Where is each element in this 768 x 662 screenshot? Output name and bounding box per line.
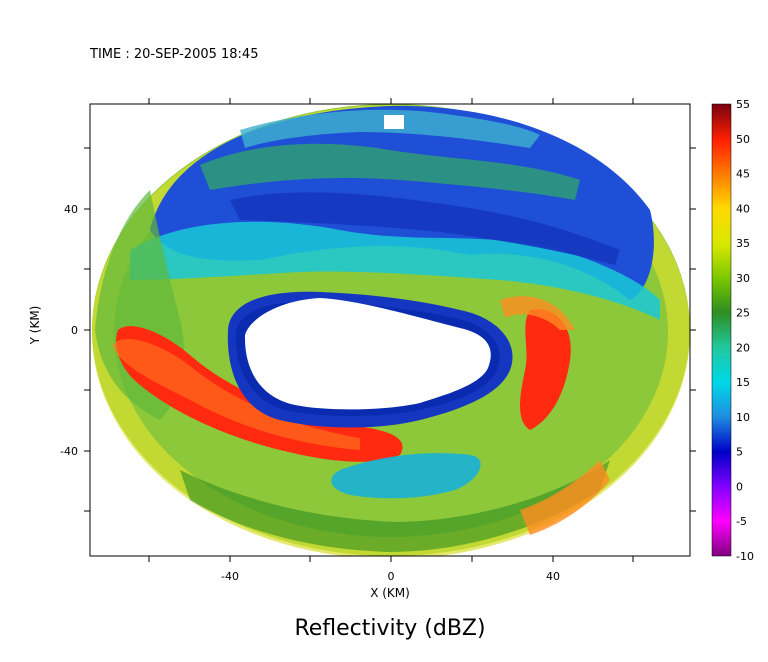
- chart-title: Reflectivity (dBZ): [294, 616, 486, 641]
- se-orange: [520, 460, 610, 535]
- colorbar-tick-label: 35: [736, 237, 750, 250]
- sw-orange-halo: [112, 339, 360, 450]
- colorbar-tick-label: 45: [736, 168, 750, 181]
- colorbar-tick-label: 40: [736, 202, 750, 215]
- colorbar: [711, 103, 732, 557]
- colorbar-tick-label: 50: [736, 133, 750, 146]
- colorbar-tick-label: 0: [736, 480, 743, 493]
- axis-ticks: [84, 98, 696, 562]
- y-tick-label: 40: [64, 203, 78, 216]
- colorbar-tick-label: 10: [736, 411, 750, 424]
- sw-red-rainband: [116, 326, 403, 462]
- east-orange: [500, 296, 575, 330]
- south-cyan-band: [331, 453, 481, 499]
- y-tick-label: 0: [71, 324, 78, 337]
- colorbar-tick-label: 55: [736, 98, 750, 111]
- radar-field: [92, 104, 690, 556]
- y-axis-title: Y (KM): [28, 305, 42, 345]
- colorbar-tick-label: 20: [736, 341, 750, 354]
- east-red-eyewall: [520, 309, 571, 430]
- y-tick-label: -40: [60, 445, 78, 458]
- colorbar-tick-label: -10: [736, 550, 754, 563]
- north-cyan-streak-1: [130, 221, 660, 320]
- x-tick-label: 0: [388, 570, 395, 583]
- x-tick-label: 40: [546, 570, 560, 583]
- eye-clear: [244, 298, 491, 410]
- colorbar-tick-label: 5: [736, 446, 743, 459]
- x-tick-label: -40: [221, 570, 239, 583]
- colorbar-tick-label: 30: [736, 272, 750, 285]
- colorbar-tick-label: 25: [736, 307, 750, 320]
- north-notch: [384, 115, 404, 129]
- south-green-ring: [180, 460, 610, 552]
- time-label: TIME : 20-SEP-2005 18:45: [90, 47, 259, 62]
- colorbar-tick-label: -5: [736, 515, 747, 528]
- colorbar-tick-label: 15: [736, 376, 750, 389]
- north-green-streak: [200, 143, 580, 200]
- x-axis-title: X (KM): [370, 586, 410, 600]
- north-blue-streak-2: [230, 192, 620, 265]
